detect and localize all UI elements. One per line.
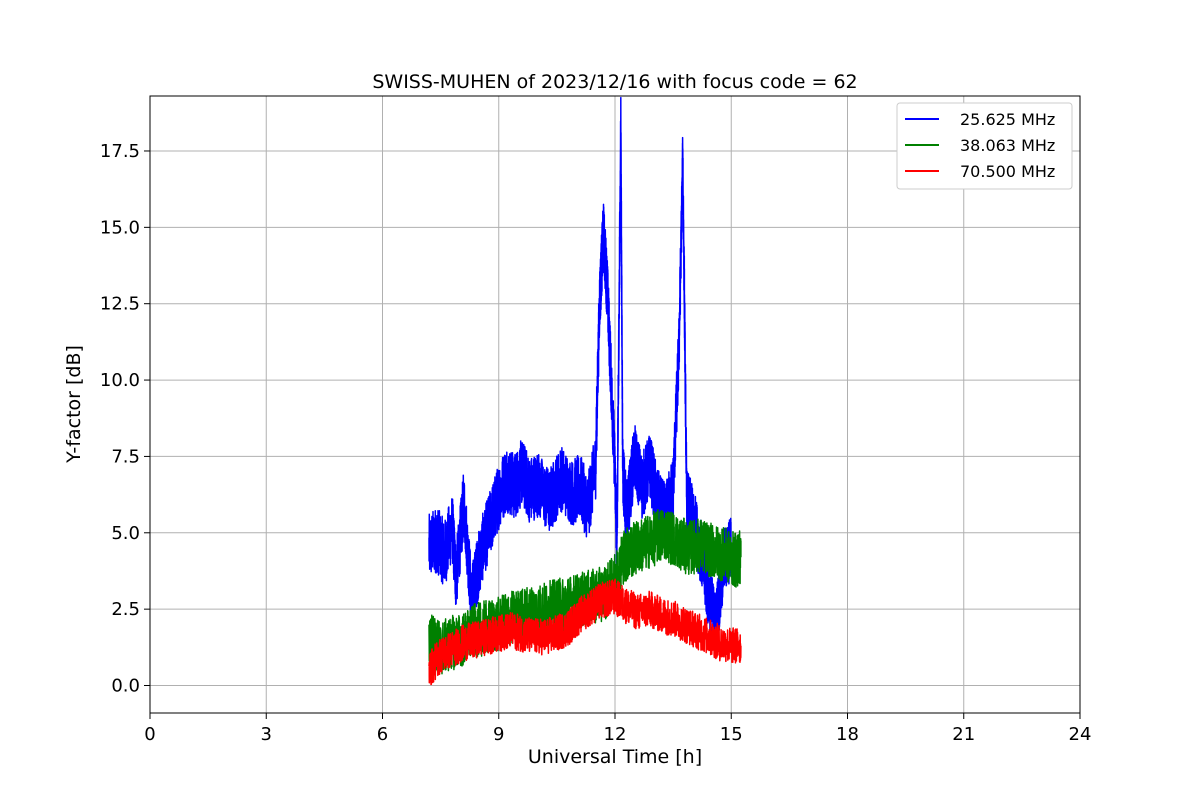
y-tick-label: 15.0 <box>100 217 140 238</box>
y-tick-label: 5.0 <box>111 523 140 544</box>
x-tick-label: 3 <box>261 724 272 745</box>
x-tick-label: 18 <box>836 724 859 745</box>
legend-label: 70.500 MHz <box>960 162 1055 181</box>
series-line <box>428 578 742 686</box>
y-tick-label: 0.0 <box>111 676 140 697</box>
series-line <box>428 96 733 653</box>
x-tick-label: 6 <box>377 724 388 745</box>
x-axis-label: Universal Time [h] <box>528 746 702 768</box>
y-tick-label: 10.0 <box>100 370 140 391</box>
x-tick-label: 15 <box>720 724 743 745</box>
legend-label: 38.063 MHz <box>960 136 1055 155</box>
ticks: 0 3 6 9 12 15 18 21 24 0.0 2.5 5.0 7.5 10.0 12.5 15.0 17… <box>100 141 1092 745</box>
y-tick-label: 12.5 <box>100 294 140 315</box>
x-tick-label: 12 <box>604 724 627 745</box>
y-tick-label: 17.5 <box>100 141 140 162</box>
x-tick-label: 24 <box>1069 724 1092 745</box>
legend-label: 25.625 MHz <box>960 110 1055 129</box>
legend: 25.625 MHz 38.063 MHz 70.500 MHz <box>896 102 1073 190</box>
x-tick-label: 0 <box>144 724 155 745</box>
legend-box <box>896 102 1073 190</box>
series-group <box>428 96 742 686</box>
y-tick-label: 2.5 <box>111 599 140 620</box>
y-tick-label: 7.5 <box>111 446 140 467</box>
y-axis-label: Y-factor [dB] <box>63 345 85 464</box>
x-tick-label: 9 <box>493 724 504 745</box>
chart-title: SWISS-MUHEN of 2023/12/16 with focus cod… <box>372 71 857 93</box>
x-tick-label: 21 <box>952 724 975 745</box>
